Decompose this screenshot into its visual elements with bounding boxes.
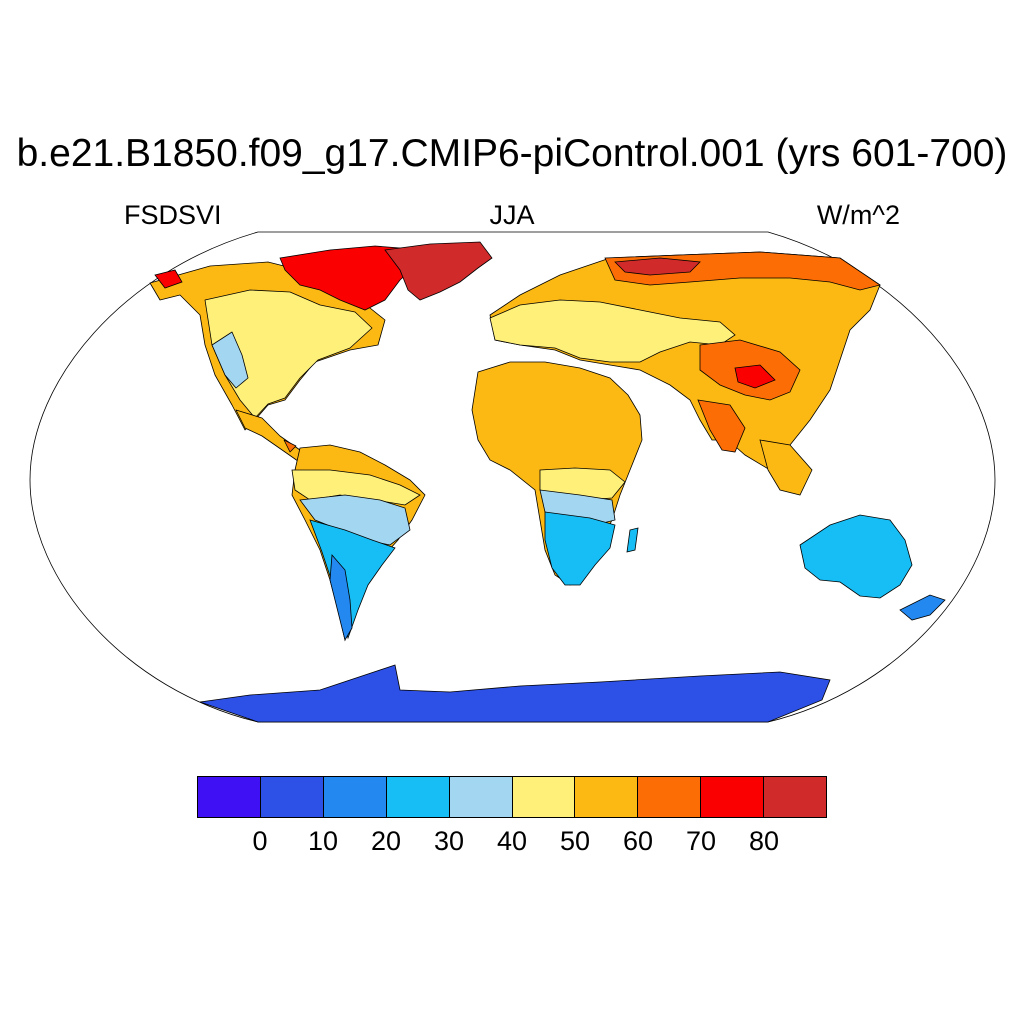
colorbar-swatch (575, 777, 639, 817)
season-label: JJA (489, 200, 535, 230)
south-america (291, 444, 426, 642)
colorbar-tick-label: 60 (622, 826, 654, 856)
colorbar-labels: 0 10 20 30 40 50 60 70 80 (197, 826, 827, 860)
colorbar-tick-label: 50 (559, 826, 591, 856)
antarctica (199, 664, 831, 723)
colorbar-tick-label: 10 (307, 826, 339, 856)
units-label: W/m^2 (816, 200, 900, 230)
africa (471, 361, 643, 586)
colorbar-tick-label: 40 (496, 826, 528, 856)
colorbar (197, 776, 827, 818)
colorbar-tick-label: 0 (252, 826, 268, 856)
greenland (154, 241, 493, 311)
north-america (149, 261, 386, 467)
colorbar-tick-label: 70 (685, 826, 717, 856)
colorbar-swatch (323, 777, 387, 817)
variable-label: FSDSVI (124, 200, 222, 230)
colorbar-swatch (198, 777, 261, 817)
plot-title: b.e21.B1850.f09_g17.CMIP6-piControl.001 … (16, 132, 1008, 175)
colorbar-swatch (638, 777, 702, 817)
colorbar-swatch (701, 777, 765, 817)
eurasia (489, 251, 881, 496)
colorbar-tick-label: 20 (370, 826, 402, 856)
colorbar-swatch (449, 777, 513, 817)
colorbar-swatch (764, 777, 827, 817)
colorbar-swatch (386, 777, 450, 817)
australia (799, 514, 946, 621)
colorbar-tick-label: 30 (433, 826, 465, 856)
colorbar-swatch (512, 777, 576, 817)
colorbar-swatch (260, 777, 324, 817)
colorbar-tick-label: 80 (748, 826, 780, 856)
